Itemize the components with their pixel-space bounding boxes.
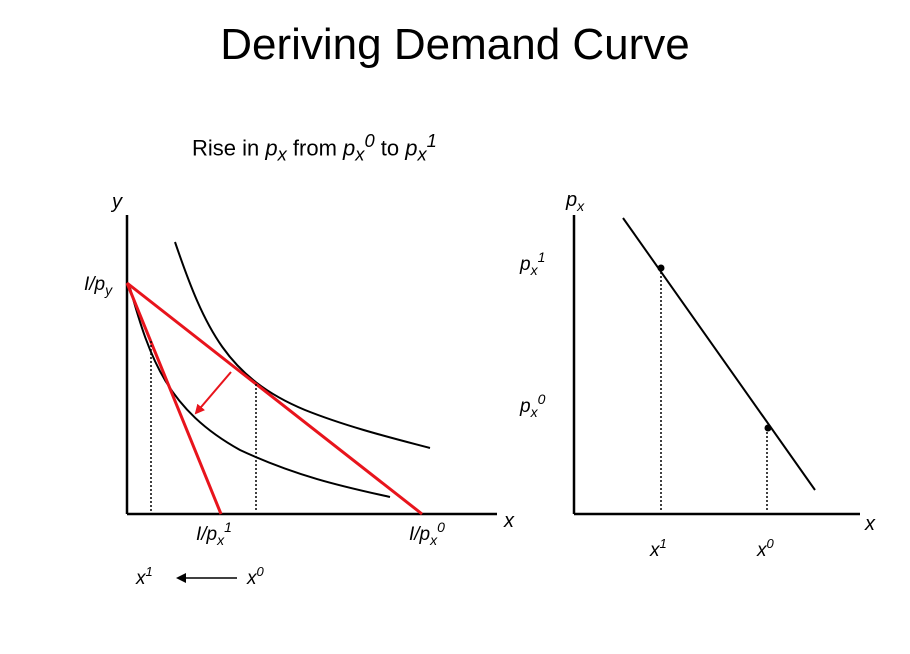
shift-to-label: x1	[135, 564, 153, 589]
subtitle-sub-x-new: x	[417, 143, 427, 165]
subtitle-sup-new: 1	[426, 130, 437, 151]
demand-point-high-price	[657, 264, 665, 272]
intercept-x1-label: I/px1	[196, 519, 232, 548]
indifference-curve-low	[129, 287, 391, 498]
left-graph: y x I/py I/px1 I/px0 x1 x0	[84, 191, 515, 589]
quantity-x1-label: x1	[649, 536, 667, 561]
left-y-axis-label: y	[110, 191, 123, 213]
budget-line-original	[126, 281, 423, 516]
subtitle-p: p	[265, 135, 278, 161]
subtitle-prefix: Rise in	[192, 135, 266, 161]
subtitle-p-new: p	[405, 135, 418, 161]
demand-curve	[622, 217, 816, 491]
quantity-x0-label: x0	[756, 536, 775, 561]
subtitle-to: to	[374, 135, 406, 161]
price-low-label: px0	[519, 391, 546, 420]
budget-shift-arrow	[194, 371, 232, 415]
price-high-label: px1	[519, 249, 545, 278]
shift-from-label: x0	[246, 564, 265, 589]
subtitle-sub-x-old: x	[355, 143, 365, 165]
demand-point-low-price	[764, 424, 772, 432]
left-x-axis-label: x	[503, 510, 515, 532]
indifference-curve-high	[174, 241, 431, 449]
right-y-axis-label: px	[565, 189, 585, 214]
intercept-x0-label: I/px0	[409, 519, 445, 548]
right-graph: px px1 px0 x x1 x0	[519, 189, 876, 561]
subtitle-from: from	[286, 135, 344, 161]
subtitle-sup-old: 0	[364, 130, 375, 151]
page-title: Deriving Demand Curve	[220, 20, 690, 69]
budget-line-new	[125, 282, 223, 515]
subtitle: Rise in px from px0 to px1	[192, 130, 437, 166]
subtitle-sub-x: x	[277, 143, 287, 165]
subtitle-p-old: p	[343, 135, 356, 161]
right-x-axis-label: x	[864, 513, 876, 535]
intercept-y-label: I/py	[84, 274, 113, 298]
